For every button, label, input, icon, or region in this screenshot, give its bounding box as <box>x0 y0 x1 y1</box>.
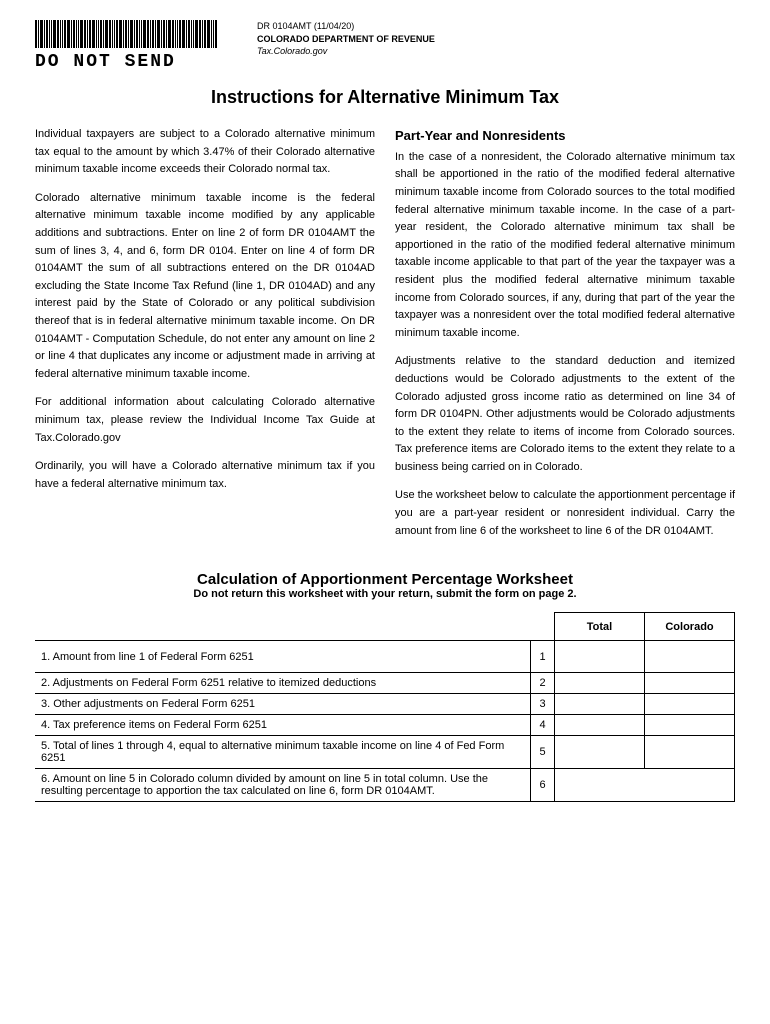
row-desc: 3. Other adjustments on Federal Form 625… <box>35 694 531 715</box>
worksheet-section: Calculation of Apportionment Percentage … <box>35 571 735 802</box>
form-number: DR 0104AMT (11/04/20) <box>257 20 435 33</box>
row-value <box>555 769 735 802</box>
right-paragraph-3: Use the worksheet below to calculate the… <box>395 487 735 540</box>
row-num: 5 <box>531 736 555 769</box>
row-num: 3 <box>531 694 555 715</box>
row-colorado <box>645 641 735 673</box>
table-row: 6. Amount on line 5 in Colorado column d… <box>35 769 735 802</box>
left-paragraph-4: Ordinarily, you will have a Colorado alt… <box>35 458 375 493</box>
header: DO NOT SEND DR 0104AMT (11/04/20) COLORA… <box>35 20 735 72</box>
content-columns: Individual taxpayers are subject to a Co… <box>35 126 735 551</box>
row-colorado <box>645 736 735 769</box>
barcode-graphic <box>35 20 217 48</box>
form-meta: DR 0104AMT (11/04/20) COLORADO DEPARTMEN… <box>257 20 435 58</box>
worksheet-subtitle: Do not return this worksheet with your r… <box>35 588 735 600</box>
page-title: Instructions for Alternative Minimum Tax <box>35 87 735 108</box>
row-total <box>555 673 645 694</box>
row-desc: 1. Amount from line 1 of Federal Form 62… <box>35 641 531 673</box>
row-total <box>555 694 645 715</box>
row-desc: 6. Amount on line 5 in Colorado column d… <box>35 769 531 802</box>
department-name: COLORADO DEPARTMENT OF REVENUE <box>257 33 435 46</box>
worksheet-title: Calculation of Apportionment Percentage … <box>35 571 735 588</box>
row-colorado <box>645 694 735 715</box>
website: Tax.Colorado.gov <box>257 45 435 58</box>
row-colorado <box>645 673 735 694</box>
table-row: 4. Tax preference items on Federal Form … <box>35 715 735 736</box>
row-desc: 4. Tax preference items on Federal Form … <box>35 715 531 736</box>
row-total <box>555 715 645 736</box>
table-row: 2. Adjustments on Federal Form 6251 rela… <box>35 673 735 694</box>
row-total <box>555 736 645 769</box>
row-num: 1 <box>531 641 555 673</box>
row-num: 6 <box>531 769 555 802</box>
row-num: 4 <box>531 715 555 736</box>
table-row: 3. Other adjustments on Federal Form 625… <box>35 694 735 715</box>
table-row: 1. Amount from line 1 of Federal Form 62… <box>35 641 735 673</box>
header-empty <box>35 613 555 641</box>
row-desc: 2. Adjustments on Federal Form 6251 rela… <box>35 673 531 694</box>
row-desc: 5. Total of lines 1 through 4, equal to … <box>35 736 531 769</box>
left-column: Individual taxpayers are subject to a Co… <box>35 126 375 551</box>
right-paragraph-2: Adjustments relative to the standard ded… <box>395 353 735 476</box>
left-paragraph-2: Colorado alternative minimum taxable inc… <box>35 190 375 384</box>
row-total <box>555 641 645 673</box>
left-paragraph-1: Individual taxpayers are subject to a Co… <box>35 126 375 179</box>
worksheet-table: Total Colorado 1. Amount from line 1 of … <box>35 612 735 802</box>
row-colorado <box>645 715 735 736</box>
header-colorado: Colorado <box>645 613 735 641</box>
do-not-send-label: DO NOT SEND <box>35 52 217 72</box>
barcode-section: DO NOT SEND <box>35 20 217 72</box>
right-column: Part-Year and Nonresidents In the case o… <box>395 126 735 551</box>
right-paragraph-1: In the case of a nonresident, the Colora… <box>395 149 735 343</box>
table-row: 5. Total of lines 1 through 4, equal to … <box>35 736 735 769</box>
right-heading: Part-Year and Nonresidents <box>395 126 735 147</box>
row-num: 2 <box>531 673 555 694</box>
header-total: Total <box>555 613 645 641</box>
left-paragraph-3: For additional information about calcula… <box>35 394 375 447</box>
